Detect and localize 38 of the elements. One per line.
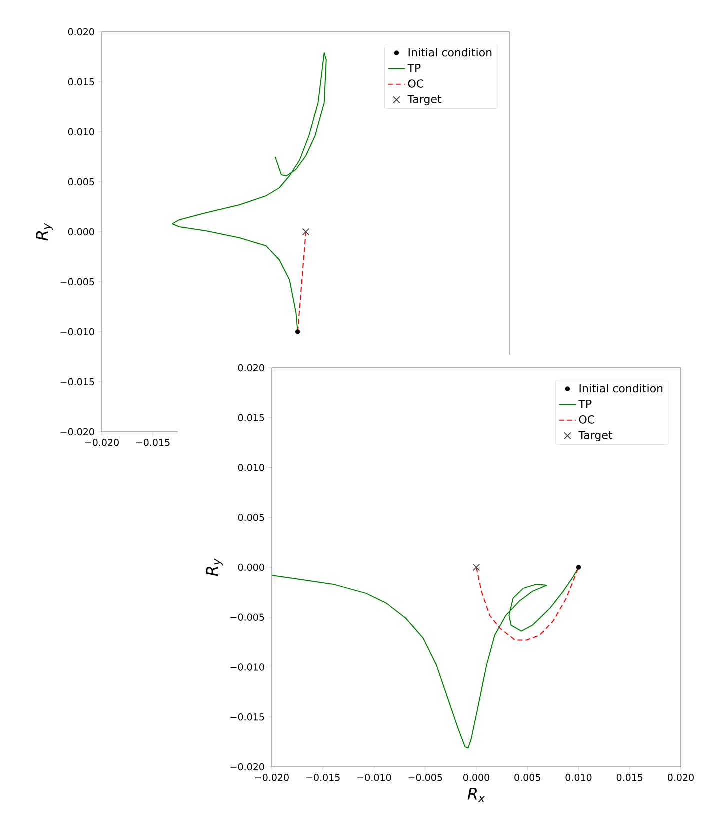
legend-label: Initial condition (408, 48, 492, 57)
x-axis-title: R$_{x}$ (468, 788, 486, 802)
x-tick-label: 0.005 (514, 774, 540, 782)
x-tick-label: −0.015 (306, 774, 340, 782)
y-tick-label: 0.000 (238, 564, 264, 572)
y-tick-label: −0.010 (60, 328, 94, 336)
y-tick-label: 0.000 (68, 228, 94, 236)
x-tick-label: 0.020 (668, 774, 694, 782)
y-tick-label: 0.020 (68, 28, 94, 36)
legend-label: OC (408, 80, 424, 88)
x-tick-label: 0.015 (616, 774, 643, 782)
y-tick-label: 0.010 (238, 464, 264, 472)
y-axis-title: R$_{y}$ (36, 223, 53, 241)
x-tick-label: −0.005 (408, 774, 442, 782)
y-tick-label: 0.005 (68, 178, 94, 186)
x-tick-label: −0.010 (358, 774, 392, 782)
y-tick-label: 0.010 (68, 128, 94, 136)
y-tick-label: 0.015 (68, 78, 94, 86)
y-tick-label: −0.015 (60, 378, 94, 386)
legend-label: Initial condition (580, 384, 663, 393)
y-tick-label: 0.020 (238, 364, 264, 372)
y-axis-title: R$_{y}$ (206, 558, 223, 576)
y-tick-label: 0.015 (238, 414, 264, 422)
x-tick-label: −0.020 (255, 774, 289, 782)
legend-label: TP (578, 400, 592, 408)
legend-label: Target (578, 431, 612, 442)
legend-label: OC (579, 416, 594, 424)
y-tick-label: 0.005 (238, 514, 264, 522)
y-tick-label: −0.005 (230, 614, 264, 621)
legend-label: Target (408, 95, 442, 106)
x-tick-label: 0.000 (464, 774, 490, 782)
y-tick-label: −0.020 (60, 428, 94, 436)
y-tick-label: −0.010 (230, 664, 264, 671)
y-tick-label: −0.020 (230, 763, 264, 771)
y-tick-label: −0.005 (60, 278, 94, 286)
y-tick-label: −0.015 (230, 714, 264, 721)
x-tick-label: 0.010 (566, 774, 592, 782)
legend-label: TP (408, 64, 421, 72)
